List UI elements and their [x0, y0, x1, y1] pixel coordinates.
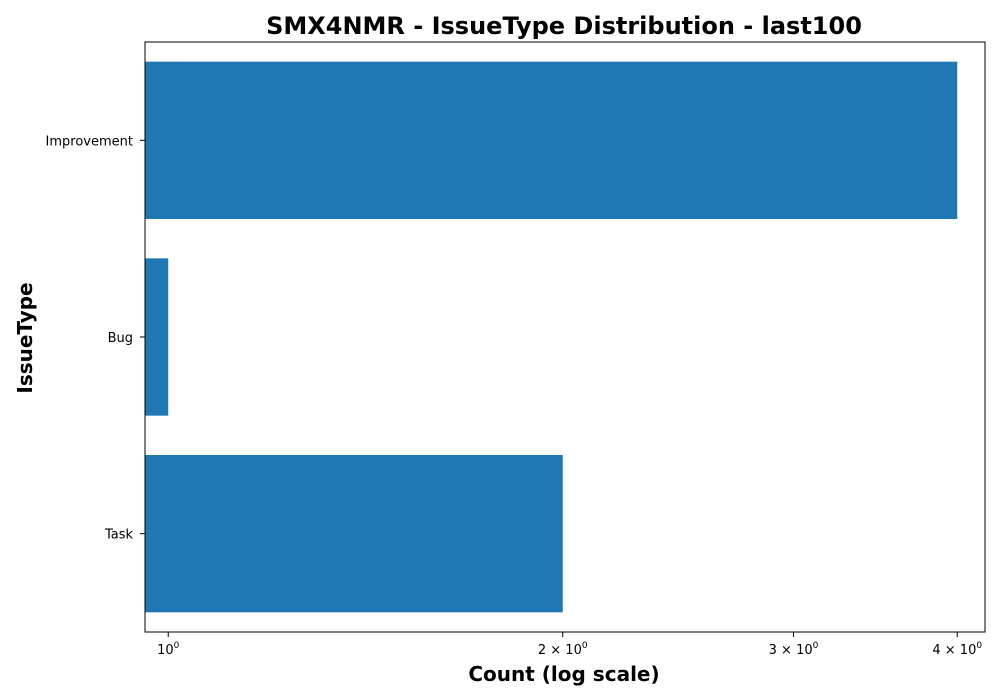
- y-tick-label-bug: Bug: [108, 331, 133, 346]
- x-tick-exponent: 0: [813, 641, 819, 651]
- y-axis-label: IssueType: [13, 282, 37, 393]
- x-tick-label: 4 × 100: [932, 641, 982, 658]
- bar-bug: [145, 258, 169, 416]
- x-tick-base: 10: [796, 643, 813, 658]
- bar-task: [145, 455, 563, 613]
- x-tick-base: 10: [960, 643, 977, 658]
- bar-improvement: [145, 61, 958, 219]
- x-tick-base: 10: [157, 643, 174, 658]
- x-tick-base: 10: [565, 643, 582, 658]
- y-tick-label-improvement: Improvement: [46, 134, 133, 149]
- x-axis: 100 2 × 100 3 × 100 4 × 100: [157, 632, 982, 658]
- x-tick-mantissa: 2 ×: [538, 643, 565, 658]
- x-tick-exponent: 0: [582, 641, 588, 651]
- y-tick-label-task: Task: [104, 528, 134, 543]
- y-axis: Improvement Bug Task: [46, 134, 145, 543]
- x-tick-mantissa: 4 ×: [932, 643, 959, 658]
- x-tick-label: 3 × 100: [769, 641, 819, 658]
- x-tick-label: 100: [157, 641, 180, 658]
- bars-layer: [145, 61, 958, 613]
- x-tick-exponent: 0: [174, 641, 180, 651]
- chart-title: SMX4NMR - IssueType Distribution - last1…: [266, 12, 862, 40]
- x-axis-label: Count (log scale): [468, 662, 659, 686]
- x-tick-label: 2 × 100: [538, 641, 588, 658]
- x-tick-exponent: 0: [976, 641, 982, 651]
- x-tick-mantissa: 3 ×: [769, 643, 796, 658]
